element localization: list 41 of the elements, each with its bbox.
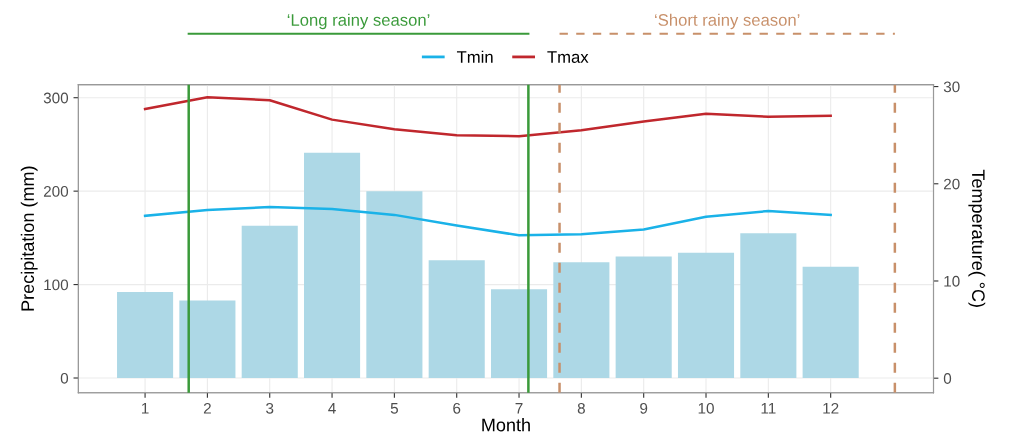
x-tick-label: 2 (203, 402, 211, 414)
bar (802, 266, 859, 379)
y2-tick-label: 30 (943, 81, 960, 93)
bar (677, 252, 735, 379)
legend-label: Tmin (456, 50, 493, 63)
x-tick-label: 3 (266, 402, 274, 414)
bar (428, 260, 485, 379)
y2-tick-label: 0 (943, 373, 952, 384)
y-tick-label: 200 (43, 186, 69, 197)
bar (615, 256, 672, 379)
line-series (143, 205, 832, 237)
bar (117, 292, 174, 379)
x-tick-label: 9 (640, 402, 648, 414)
text: ‘Long rainy season’ (287, 13, 430, 30)
x-tick-label: 4 (328, 403, 336, 414)
bar (179, 300, 236, 379)
x-axis-title: Month (482, 418, 530, 432)
x-tick-label: 8 (577, 402, 585, 414)
x-tick-label: 5 (390, 403, 398, 414)
bar (304, 152, 361, 379)
text: ‘Short rainy season’ (655, 13, 800, 30)
x-tick-label: 6 (453, 402, 461, 414)
x-tick-label: 12 (823, 402, 839, 414)
bar (241, 225, 298, 379)
y-tick-label: 0 (60, 372, 69, 384)
bar (490, 289, 548, 379)
y-axis-title: Precipitation (mm) (20, 166, 38, 311)
bar (553, 262, 610, 379)
y2-tick-label: 20 (944, 178, 960, 190)
x-tick-label: 10 (698, 402, 714, 414)
y-tick-label: 300 (43, 92, 69, 104)
bar (366, 191, 423, 379)
y2-axis-title: Temperature( °C) (968, 169, 986, 307)
legend-label: Tmax (547, 51, 589, 63)
x-tick-label: 11 (761, 403, 776, 414)
line-series (143, 96, 832, 138)
x-tick-label: 1 (141, 403, 149, 414)
x-tick-label: 7 (515, 403, 523, 414)
y-tick-label: 100 (44, 279, 69, 291)
bar (740, 233, 797, 379)
y2-tick-label: 10 (944, 275, 960, 287)
